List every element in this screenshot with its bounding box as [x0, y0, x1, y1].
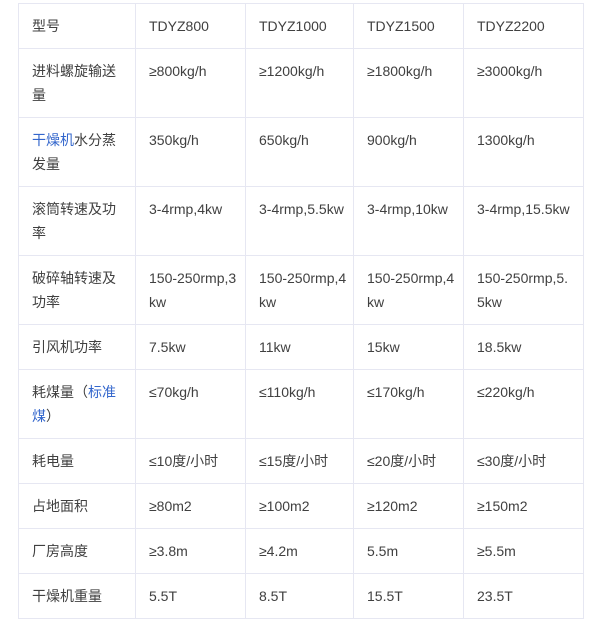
label-text: 干燥机重量 [32, 588, 102, 604]
row-label: 占地面积 [18, 483, 136, 529]
table-row: 耗电量 ≤10度/小时 ≤15度/小时 ≤20度/小时 ≤30度/小时 [18, 438, 584, 484]
spec-value: ≥4.2m [245, 528, 354, 574]
spec-value: 3-4rmp,4kw [135, 186, 246, 256]
spec-value: 11kw [245, 324, 354, 370]
spec-value: 1300kg/h [463, 117, 584, 187]
spec-value: ≤110kg/h [245, 369, 354, 439]
row-label: 耗煤量（标准 煤） [18, 369, 136, 439]
spec-value: ≥5.5m [463, 528, 584, 574]
table-row: 型号 TDYZ800 TDYZ1000 TDYZ1500 TDYZ2200 [18, 3, 584, 49]
spec-value: TDYZ2200 [463, 3, 584, 49]
label-text: 水分蒸 发量 [32, 132, 116, 172]
spec-value: ≥3.8m [135, 528, 246, 574]
label-text: 破碎轴转速及 功率 [32, 270, 116, 310]
table-row: 滚筒转速及功 率 3-4rmp,4kw 3-4rmp,5.5kw 3-4rmp,10k… [18, 186, 584, 256]
spec-value: 15kw [353, 324, 464, 370]
spec-value: ≥800kg/h [135, 48, 246, 118]
spec-value: TDYZ1000 [245, 3, 354, 49]
spec-value: 3-4rmp,10kw [353, 186, 464, 256]
spec-value: ≤20度/小时 [353, 438, 464, 484]
spec-value: ≤70kg/h [135, 369, 246, 439]
spec-value: ≥1200kg/h [245, 48, 354, 118]
spec-value: ≥100m2 [245, 483, 354, 529]
label-text: 进料螺旋输送 量 [32, 63, 116, 103]
label-text: 耗电量 [32, 453, 74, 469]
row-label: 进料螺旋输送 量 [18, 48, 136, 118]
row-label: 干燥机水分蒸 发量 [18, 117, 136, 187]
spec-value: ≤15度/小时 [245, 438, 354, 484]
spec-value: ≤170kg/h [353, 369, 464, 439]
row-label: 型号 [18, 3, 136, 49]
label-text: 滚筒转速及功 率 [32, 201, 116, 241]
label-text: 型号 [32, 18, 60, 34]
spec-value: 5.5m [353, 528, 464, 574]
spec-value: TDYZ800 [135, 3, 246, 49]
spec-value: 15.5T [353, 573, 464, 619]
spec-value: 150-250rmp,5. 5kw [463, 255, 584, 325]
spec-value: 150-250rmp,4 kw [245, 255, 354, 325]
spec-value: ≤30度/小时 [463, 438, 584, 484]
spec-value: 350kg/h [135, 117, 246, 187]
spec-value: 650kg/h [245, 117, 354, 187]
spec-value: 7.5kw [135, 324, 246, 370]
table-row: 占地面积 ≥80m2 ≥100m2 ≥120m2 ≥150m2 [18, 483, 584, 529]
spec-value: ≥80m2 [135, 483, 246, 529]
spec-value: ≤10度/小时 [135, 438, 246, 484]
spec-value: 23.5T [463, 573, 584, 619]
label-text: 占地面积 [32, 498, 88, 514]
spec-value: 900kg/h [353, 117, 464, 187]
table-row: 干燥机重量 5.5T 8.5T 15.5T 23.5T [18, 573, 584, 619]
label-link[interactable]: 干燥机 [32, 132, 74, 148]
spec-value: ≤220kg/h [463, 369, 584, 439]
spec-value: ≥3000kg/h [463, 48, 584, 118]
spec-value: 3-4rmp,15.5kw [463, 186, 584, 256]
label-text: 厂房高度 [32, 543, 88, 559]
spec-value: 150-250rmp,3 kw [135, 255, 246, 325]
table-row: 进料螺旋输送 量 ≥800kg/h ≥1200kg/h ≥1800kg/h ≥3000k… [18, 48, 584, 118]
spec-table: 型号 TDYZ800 TDYZ1000 TDYZ1500 TDYZ2200 进料螺旋输送 … [18, 3, 584, 619]
row-label: 破碎轴转速及 功率 [18, 255, 136, 325]
table-row: 耗煤量（标准 煤） ≤70kg/h ≤110kg/h ≤170kg/h ≤220kg/h [18, 369, 584, 439]
spec-value: 18.5kw [463, 324, 584, 370]
spec-value: ≥1800kg/h [353, 48, 464, 118]
row-label: 引风机功率 [18, 324, 136, 370]
spec-value: ≥150m2 [463, 483, 584, 529]
spec-value: 150-250rmp,4 kw [353, 255, 464, 325]
spec-table-body: 型号 TDYZ800 TDYZ1000 TDYZ1500 TDYZ2200 进料螺旋输送 … [18, 3, 584, 619]
label-text: 引风机功率 [32, 339, 102, 355]
label-text: ） [46, 408, 60, 424]
spec-value: ≥120m2 [353, 483, 464, 529]
spec-value: 5.5T [135, 573, 246, 619]
table-row: 引风机功率 7.5kw 11kw 15kw 18.5kw [18, 324, 584, 370]
table-row: 干燥机水分蒸 发量 350kg/h 650kg/h 900kg/h 1300kg/h [18, 117, 584, 187]
table-row: 破碎轴转速及 功率 150-250rmp,3 kw 150-250rmp,4 kw 1… [18, 255, 584, 325]
row-label: 厂房高度 [18, 528, 136, 574]
label-link[interactable]: 标准 煤 [32, 384, 116, 424]
row-label: 干燥机重量 [18, 573, 136, 619]
spec-value: TDYZ1500 [353, 3, 464, 49]
label-text: 耗煤量（ [32, 384, 88, 400]
spec-value: 8.5T [245, 573, 354, 619]
spec-value: 3-4rmp,5.5kw [245, 186, 354, 256]
table-row: 厂房高度 ≥3.8m ≥4.2m 5.5m ≥5.5m [18, 528, 584, 574]
row-label: 耗电量 [18, 438, 136, 484]
row-label: 滚筒转速及功 率 [18, 186, 136, 256]
